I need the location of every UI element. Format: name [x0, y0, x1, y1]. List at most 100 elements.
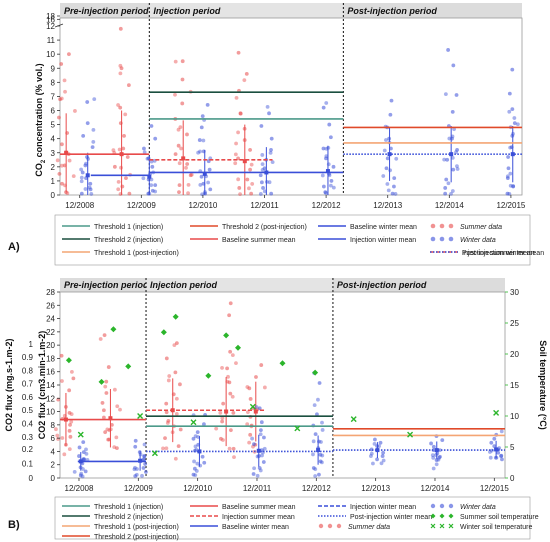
period-band: [60, 3, 150, 18]
summer-data-point: [98, 337, 103, 341]
winter-data-point: [449, 192, 453, 196]
outer-axis-tick-label: 0: [29, 474, 34, 483]
legend-label: Injection summer mean: [462, 250, 535, 257]
winter-data-point: [511, 184, 516, 189]
summer-data-point: [67, 388, 72, 393]
winter-soil-temperature-marker: [190, 419, 197, 426]
winter-data-point: [85, 155, 89, 159]
winter-data-point: [499, 429, 504, 434]
x-axis-tick-label: 12/2011: [243, 484, 272, 493]
legend-label: Threshold 2 (injection): [94, 514, 163, 521]
summer-soil-temperature-marker: [312, 369, 319, 376]
summer-data-point: [237, 186, 242, 190]
winter-data-point: [84, 161, 88, 166]
winter-data-point: [389, 146, 393, 151]
winter-data-point: [435, 451, 440, 456]
summer-data-point: [236, 130, 240, 135]
y-axis-title-rest: concentration (% vol.): [34, 63, 44, 160]
summer-data-point: [248, 432, 253, 437]
summer-data-point: [114, 435, 119, 440]
winter-data-point: [511, 131, 515, 136]
summer-data-point: [125, 155, 130, 159]
summer-data-point: [259, 363, 264, 367]
summer-data-point: [60, 181, 64, 186]
winter-data-point: [262, 435, 266, 440]
y-axis-tick-label: 2: [51, 163, 56, 172]
winter-data-point: [381, 174, 386, 178]
x-axis-tick-label: 12/2015: [496, 201, 525, 210]
summer-data-point: [221, 401, 226, 406]
summer-data-point: [238, 111, 243, 116]
winter-data-point: [87, 185, 92, 190]
x-axis-tick-label: 12/2009: [127, 201, 156, 210]
winter-data-point: [450, 136, 454, 141]
legend-marker: [430, 503, 436, 509]
summer-data-point: [176, 127, 181, 132]
legend-label: Summer data: [460, 224, 502, 231]
winter-data-point: [252, 466, 257, 471]
winter-data-point: [194, 447, 199, 452]
winter-data-point: [505, 176, 510, 181]
y-axis-tick-label: 18: [46, 354, 55, 363]
summer-data-point: [173, 92, 177, 97]
x-axis-tick-label: 12/2014: [435, 201, 464, 210]
winter-data-point: [392, 184, 396, 189]
winter-data-point: [264, 179, 269, 184]
winter-data-point: [316, 439, 321, 444]
winter-data-point: [201, 138, 206, 143]
winter-data-point: [493, 455, 498, 460]
summer-data-point: [173, 59, 178, 64]
winter-data-point: [369, 454, 373, 458]
summer-soil-temperature-marker: [205, 372, 212, 379]
winter-data-point: [324, 156, 328, 161]
winter-data-point: [511, 184, 516, 188]
summer-mean-marker: [224, 409, 229, 414]
y-axis-tick-label: 0: [51, 474, 56, 483]
winter-soil-temperature-marker: [249, 403, 256, 410]
winter-data-point: [387, 136, 392, 141]
legend-label: Threshold 1 (injection): [94, 224, 163, 231]
winter-data-point: [499, 454, 503, 458]
winter-data-point: [133, 438, 138, 443]
summer-data-point: [119, 66, 124, 71]
summer-data-point: [116, 103, 120, 107]
winter-data-point: [382, 148, 387, 153]
winter-data-point: [381, 450, 386, 455]
summer-data-point: [225, 379, 230, 384]
summer-soil-temperature-marker: [110, 326, 117, 333]
legend-marker: [430, 236, 436, 242]
winter-data-point: [509, 145, 514, 150]
summer-data-point: [164, 446, 169, 451]
y-axis-tick-label: 10: [46, 408, 55, 417]
winter-mean-marker: [197, 449, 202, 454]
summer-data-point: [60, 436, 65, 440]
winter-data-point: [143, 462, 148, 466]
summer-data-point: [103, 384, 108, 389]
summer-data-point: [171, 392, 176, 397]
winter-data-point: [454, 93, 459, 97]
winter-data-point: [268, 151, 273, 155]
winter-data-point: [153, 183, 158, 188]
summer-data-point: [228, 349, 233, 354]
winter-data-point: [258, 432, 263, 437]
summer-data-point: [232, 455, 236, 460]
summer-data-point: [67, 52, 71, 57]
summer-data-point: [57, 115, 61, 120]
legend-label: Threshold 2 (post-injection): [222, 224, 307, 231]
winter-data-point: [133, 465, 137, 470]
period-label: Injection period: [153, 6, 221, 16]
right-axis-tick-label: 25: [510, 319, 519, 328]
summer-data-point: [233, 152, 238, 157]
winter-data-point: [324, 154, 329, 159]
legend-label: Summer soil temperature: [460, 514, 539, 521]
winter-data-point: [388, 112, 393, 117]
summer-data-point: [185, 162, 190, 166]
y-axis-tick-label: 8: [51, 78, 56, 87]
legend-marker: [448, 223, 454, 229]
summer-data-point: [124, 176, 128, 181]
y-axis-tick-label: 26: [46, 301, 55, 310]
summer-data-point: [262, 385, 267, 390]
legend-label: Post-injection winter mean: [350, 514, 432, 521]
winter-data-point: [142, 146, 146, 151]
summer-data-point: [218, 410, 223, 415]
